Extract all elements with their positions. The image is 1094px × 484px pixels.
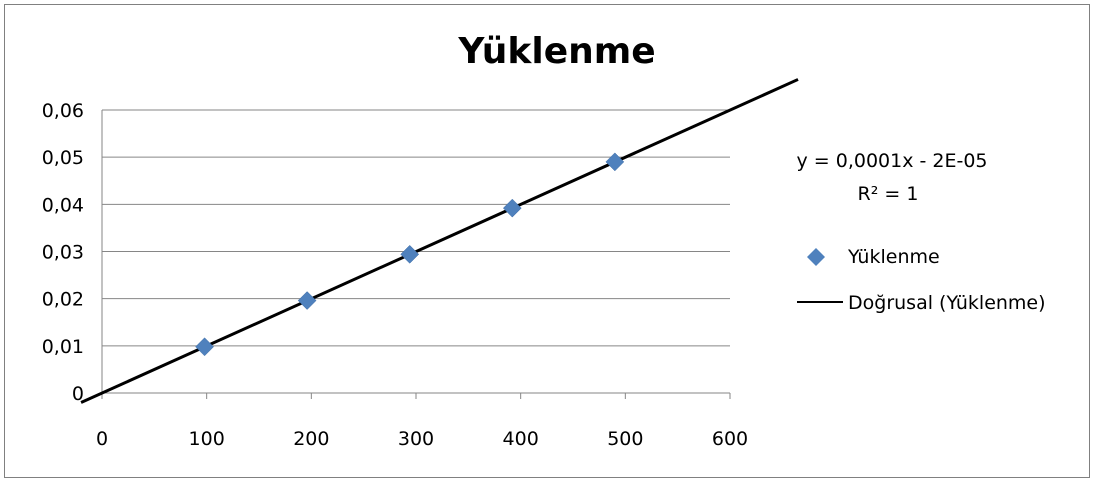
y-tick-label: 0,04: [42, 194, 84, 216]
trendline: [80, 78, 799, 404]
data-point-diamond: [297, 291, 317, 310]
chart-frame: [4, 4, 1090, 478]
x-tick-label: 500: [607, 428, 643, 450]
x-tick-label: 100: [189, 428, 225, 450]
legend: Yüklenme Doğrusal (Yüklenme): [797, 246, 1046, 314]
x-tick-label: 400: [503, 428, 539, 450]
gridlines: [102, 109, 730, 347]
y-tick-label: 0: [72, 383, 84, 405]
data-point-diamond: [400, 244, 420, 264]
y-tick-label: 0,03: [42, 242, 84, 264]
y-tick-label: 0,02: [42, 289, 84, 311]
y-tick-label: 0,06: [42, 100, 84, 122]
x-tick-label: 0: [96, 428, 108, 450]
r-squared-label: R² = 1: [858, 183, 919, 205]
data-point-diamond: [502, 198, 522, 218]
legend-marker-diamond-icon: [807, 248, 825, 266]
trendline-group: [80, 78, 799, 404]
trendline-equation: y = 0,0001x - 2E-05: [796, 150, 987, 172]
legend-trendline-label: Doğrusal (Yüklenme): [848, 292, 1046, 314]
y-tick-label: 0,01: [42, 336, 84, 358]
y-tick-label: 0,05: [42, 147, 84, 169]
legend-series-label: Yüklenme: [847, 246, 940, 268]
data-points: [195, 152, 625, 357]
x-tick-label: 600: [712, 428, 748, 450]
chart-title: Yüklenme: [457, 31, 655, 72]
data-point-diamond: [195, 337, 214, 357]
x-tick-label: 200: [293, 428, 329, 450]
x-tick-labels: 0 100 200 300 400 500 600: [96, 428, 748, 450]
y-tick-labels: 0 0,01 0,02 0,03 0,04 0,05 0,06: [42, 100, 84, 405]
x-tick-label: 300: [398, 428, 434, 450]
data-point-diamond: [605, 152, 625, 172]
